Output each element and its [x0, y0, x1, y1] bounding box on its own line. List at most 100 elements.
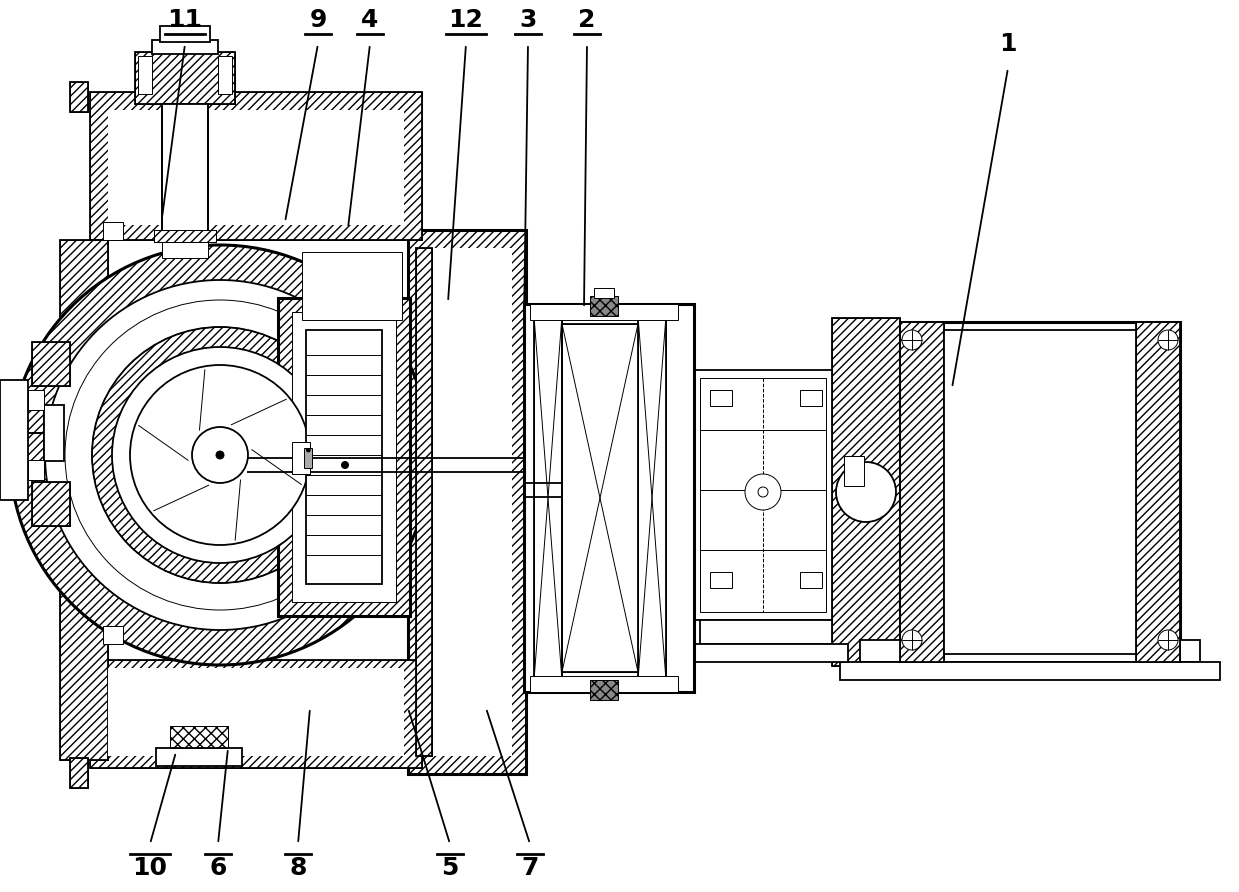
- Bar: [860, 640, 1201, 662]
- Bar: [900, 322, 1180, 662]
- Bar: [844, 456, 864, 486]
- Bar: [833, 318, 900, 666]
- Text: 5: 5: [441, 856, 458, 880]
- Circle shape: [902, 630, 922, 650]
- Bar: [32, 342, 69, 386]
- Bar: [135, 52, 235, 104]
- Bar: [530, 304, 678, 320]
- Bar: [90, 92, 422, 240]
- Bar: [590, 296, 618, 316]
- Text: 1: 1: [999, 32, 1017, 56]
- Circle shape: [10, 245, 430, 665]
- Circle shape: [64, 300, 375, 610]
- Circle shape: [92, 327, 348, 583]
- Bar: [90, 92, 422, 240]
- Bar: [59, 240, 108, 760]
- Bar: [90, 660, 422, 768]
- Bar: [563, 324, 638, 672]
- Bar: [154, 230, 216, 242]
- Bar: [0, 380, 28, 500]
- Bar: [1136, 322, 1180, 662]
- Bar: [170, 726, 228, 748]
- Bar: [530, 676, 678, 692]
- Bar: [638, 316, 667, 680]
- Bar: [69, 82, 88, 112]
- Text: 4: 4: [362, 8, 379, 32]
- Bar: [833, 318, 900, 666]
- Bar: [292, 442, 310, 474]
- Bar: [638, 316, 667, 680]
- Circle shape: [216, 451, 224, 459]
- Bar: [710, 572, 732, 588]
- Bar: [800, 572, 821, 588]
- Bar: [306, 330, 382, 584]
- Bar: [900, 322, 944, 662]
- Bar: [103, 222, 123, 240]
- Bar: [762, 487, 802, 495]
- Bar: [138, 56, 152, 94]
- Text: 3: 3: [519, 8, 536, 32]
- Circle shape: [745, 474, 781, 510]
- Bar: [944, 330, 1136, 654]
- Bar: [292, 312, 396, 602]
- Circle shape: [112, 347, 328, 563]
- Circle shape: [130, 365, 310, 545]
- Bar: [156, 748, 242, 766]
- Bar: [408, 230, 527, 774]
- Bar: [0, 393, 45, 433]
- Bar: [416, 248, 432, 756]
- Text: 12: 12: [449, 8, 483, 32]
- Bar: [0, 393, 45, 433]
- Bar: [135, 52, 235, 104]
- Bar: [108, 668, 404, 756]
- Circle shape: [45, 280, 395, 630]
- Circle shape: [192, 427, 248, 483]
- Bar: [69, 758, 88, 788]
- Bar: [710, 390, 732, 406]
- Bar: [534, 316, 563, 680]
- Bar: [800, 390, 821, 406]
- Bar: [534, 316, 563, 680]
- Bar: [840, 662, 1220, 680]
- Circle shape: [112, 347, 328, 563]
- Bar: [0, 433, 45, 473]
- Circle shape: [902, 330, 922, 350]
- Circle shape: [1158, 330, 1178, 350]
- Bar: [160, 26, 209, 42]
- Circle shape: [836, 462, 896, 522]
- Bar: [278, 298, 410, 616]
- Bar: [69, 758, 88, 788]
- Bar: [416, 248, 432, 756]
- Bar: [170, 726, 228, 748]
- Text: 9: 9: [310, 8, 327, 32]
- Circle shape: [1158, 630, 1178, 650]
- Text: 7: 7: [522, 856, 539, 880]
- Circle shape: [45, 280, 395, 630]
- Bar: [32, 342, 69, 386]
- Text: 6: 6: [209, 856, 227, 880]
- Bar: [1136, 322, 1180, 662]
- Bar: [694, 370, 833, 620]
- Bar: [292, 312, 396, 602]
- Bar: [422, 248, 512, 756]
- Bar: [408, 230, 527, 774]
- Bar: [563, 324, 638, 672]
- Bar: [590, 680, 618, 700]
- Bar: [103, 626, 123, 644]
- Bar: [28, 390, 45, 410]
- Bar: [59, 240, 108, 760]
- Bar: [90, 660, 422, 768]
- Text: 11: 11: [167, 8, 202, 32]
- Bar: [218, 56, 232, 94]
- Bar: [302, 252, 401, 320]
- Circle shape: [342, 461, 348, 468]
- Text: 10: 10: [133, 856, 167, 880]
- Bar: [278, 298, 410, 616]
- Bar: [162, 238, 208, 258]
- Bar: [28, 460, 45, 480]
- Bar: [700, 620, 833, 644]
- Bar: [593, 288, 615, 298]
- Bar: [900, 322, 944, 662]
- Bar: [108, 110, 404, 225]
- Bar: [162, 104, 208, 240]
